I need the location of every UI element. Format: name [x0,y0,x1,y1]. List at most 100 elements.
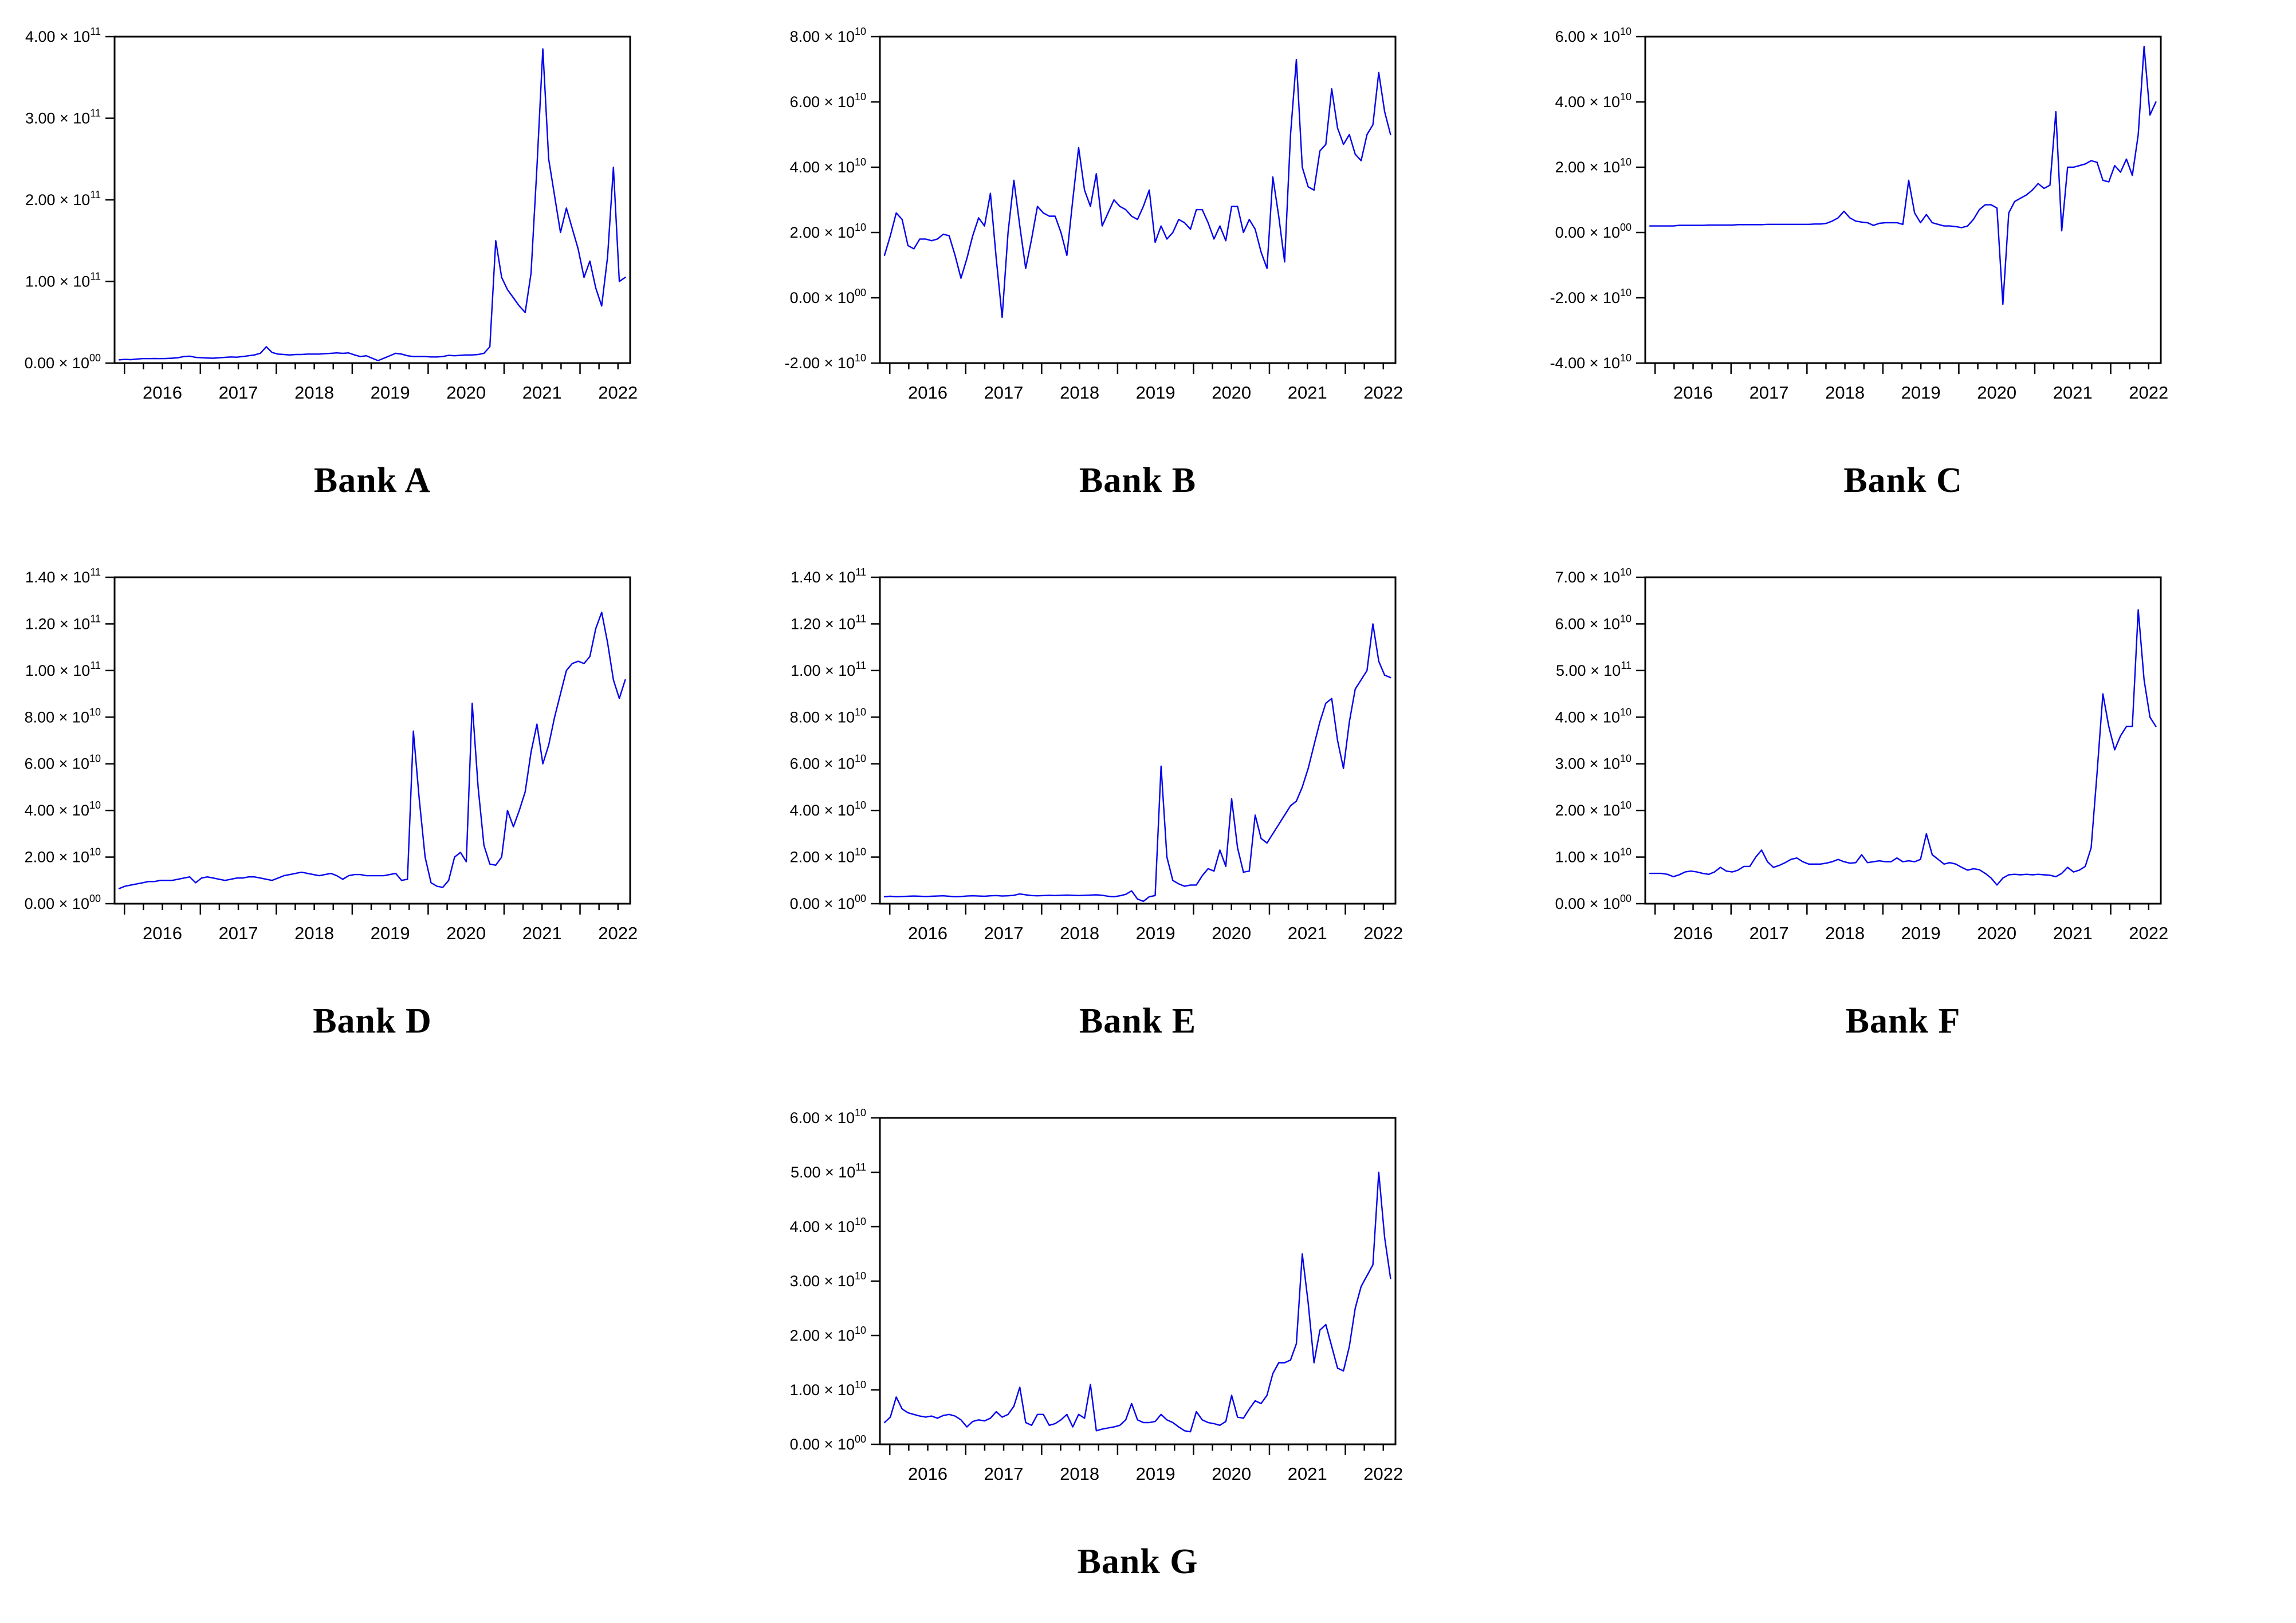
svg-text:4.00 × 1010: 4.00 × 1010 [790,156,866,176]
bank-g-title: Bank G [1077,1542,1198,1581]
chart-bank-g: 0.00 × 1000 1.00 × 1010 2.00 × 1010 3.00 × … [765,1081,1531,1622]
svg-text:2018: 2018 [1060,923,1099,943]
bank-a-plot: 0.00 × 1000 1.00 × 1011 2.00 × 1011 3.00 × … [0,0,765,435]
svg-text:2018: 2018 [294,923,334,943]
svg-text:2018: 2018 [1060,1464,1099,1484]
svg-text:2019: 2019 [1136,923,1175,943]
svg-text:1.00 × 1010: 1.00 × 1010 [790,1379,866,1399]
svg-text:2021: 2021 [2053,383,2093,403]
svg-text:1.40 × 1011: 1.40 × 1011 [791,566,866,586]
svg-text:2020: 2020 [446,923,486,943]
svg-text:2022: 2022 [2129,923,2168,943]
svg-text:6.00 × 1010: 6.00 × 1010 [790,753,866,773]
svg-text:0.00 × 1000: 0.00 × 1000 [790,287,866,306]
svg-text:2021: 2021 [522,383,562,403]
chart-bank-c: -4.00 × 1010 -2.00 × 1010 0.00 × 1000 2.00 … [1531,0,2296,541]
svg-text:0.00 × 1000: 0.00 × 1000 [1555,222,1631,241]
svg-text:2017: 2017 [1749,923,1789,943]
bank-b-title: Bank B [1079,461,1197,500]
svg-text:0.00 × 1000: 0.00 × 1000 [1555,893,1631,912]
bank-f-title: Bank F [1845,1002,1961,1041]
svg-text:3.00 × 1010: 3.00 × 1010 [1555,753,1631,773]
svg-text:6.00 × 1010: 6.00 × 1010 [790,1107,866,1126]
svg-text:2021: 2021 [1288,383,1327,403]
svg-text:2.00 × 1010: 2.00 × 1010 [790,846,866,866]
svg-text:2022: 2022 [1363,1464,1403,1484]
svg-text:2020: 2020 [1977,923,2016,943]
svg-text:1.00 × 1010: 1.00 × 1010 [1555,846,1631,866]
svg-text:2020: 2020 [446,383,486,403]
svg-text:1.00 × 1011: 1.00 × 1011 [25,271,101,290]
svg-text:0.00 × 1000: 0.00 × 1000 [25,352,101,372]
svg-text:2022: 2022 [598,383,638,403]
svg-text:0.00 × 1000: 0.00 × 1000 [790,1433,866,1453]
chart-bank-a: 0.00 × 1000 1.00 × 1011 2.00 × 1011 3.00 × … [0,0,765,541]
svg-text:4.00 × 1010: 4.00 × 1010 [790,1216,866,1235]
svg-text:2.00 × 1010: 2.00 × 1010 [1555,156,1631,176]
svg-text:0.00 × 1000: 0.00 × 1000 [790,893,866,912]
svg-text:2019: 2019 [371,923,410,943]
svg-text:7.00 × 1010: 7.00 × 1010 [1555,566,1631,586]
svg-text:2016: 2016 [908,383,948,403]
chart-bank-f: 0.00 × 1000 1.00 × 1010 2.00 × 1010 3.00 × … [1531,541,2296,1081]
svg-text:2020: 2020 [1977,383,2016,403]
svg-text:3.00 × 1011: 3.00 × 1011 [25,108,101,127]
svg-text:0.00 × 1000: 0.00 × 1000 [25,893,101,912]
svg-text:2019: 2019 [1136,383,1175,403]
svg-text:2019: 2019 [371,383,410,403]
svg-text:2016: 2016 [143,923,182,943]
svg-text:1.00 × 1011: 1.00 × 1011 [791,660,866,679]
bank-d-title: Bank D [313,1002,432,1041]
svg-text:2022: 2022 [598,923,638,943]
svg-text:5.00 × 1011: 5.00 × 1011 [791,1161,866,1181]
svg-text:2.00 × 1010: 2.00 × 1010 [1555,799,1631,819]
svg-text:-2.00 × 1010: -2.00 × 1010 [1550,287,1631,306]
svg-text:2022: 2022 [1363,383,1403,403]
svg-text:2017: 2017 [984,923,1024,943]
svg-text:6.00 × 1010: 6.00 × 1010 [790,91,866,111]
chart-bank-b: -2.00 × 1010 0.00 × 1000 2.00 × 1010 4.00 ×… [765,0,1531,541]
svg-text:2018: 2018 [1825,923,1865,943]
svg-text:-2.00 × 1010: -2.00 × 1010 [785,352,866,372]
svg-text:2017: 2017 [1749,383,1789,403]
bank-d-plot: 0.00 × 1000 2.00 × 1010 4.00 × 1010 6.00 × … [0,541,765,976]
bank-g-plot: 0.00 × 1000 1.00 × 1010 2.00 × 1010 3.00 × … [765,1081,1531,1516]
svg-text:4.00 × 1010: 4.00 × 1010 [1555,91,1631,111]
svg-text:1.20 × 1011: 1.20 × 1011 [25,613,101,632]
bank-b-plot: -2.00 × 1010 0.00 × 1000 2.00 × 1010 4.00 ×… [765,0,1531,435]
svg-text:2021: 2021 [2053,923,2093,943]
svg-text:4.00 × 1010: 4.00 × 1010 [790,799,866,819]
svg-text:2021: 2021 [1288,1464,1327,1484]
svg-text:2022: 2022 [1363,923,1403,943]
svg-text:2021: 2021 [522,923,562,943]
svg-text:2021: 2021 [1288,923,1327,943]
svg-text:4.00 × 1010: 4.00 × 1010 [1555,706,1631,726]
svg-text:2016: 2016 [908,923,948,943]
svg-text:-4.00 × 1010: -4.00 × 1010 [1550,352,1631,372]
svg-text:8.00 × 1010: 8.00 × 1010 [790,706,866,726]
svg-text:2018: 2018 [1060,383,1099,403]
svg-text:2.00 × 1011: 2.00 × 1011 [25,189,101,208]
bank-a-title: Bank A [313,461,431,500]
svg-text:2019: 2019 [1901,923,1941,943]
bank-c-plot: -4.00 × 1010 -2.00 × 1010 0.00 × 1000 2.00 … [1531,0,2296,435]
bank-e-plot: 0.00 × 1000 2.00 × 1010 4.00 × 1010 6.00 × … [765,541,1531,976]
svg-text:2.00 × 1010: 2.00 × 1010 [790,1325,866,1344]
bank-c-title: Bank C [1843,461,1963,500]
bank-f-plot: 0.00 × 1000 1.00 × 1010 2.00 × 1010 3.00 × … [1531,541,2296,976]
svg-text:2017: 2017 [219,923,258,943]
svg-text:3.00 × 1010: 3.00 × 1010 [790,1270,866,1290]
svg-text:2.00 × 1010: 2.00 × 1010 [25,846,101,866]
svg-text:2020: 2020 [1212,923,1251,943]
svg-text:2017: 2017 [984,383,1024,403]
svg-text:1.20 × 1011: 1.20 × 1011 [791,613,866,632]
svg-text:2020: 2020 [1212,1464,1251,1484]
svg-text:2016: 2016 [143,383,182,403]
bank-e-title: Bank E [1079,1002,1197,1041]
svg-text:6.00 × 1010: 6.00 × 1010 [1555,613,1631,632]
svg-text:6.00 × 1010: 6.00 × 1010 [1555,26,1631,45]
svg-text:5.00 × 1011: 5.00 × 1011 [1556,660,1631,679]
svg-text:1.00 × 1011: 1.00 × 1011 [25,660,101,679]
svg-text:8.00 × 1010: 8.00 × 1010 [25,706,101,726]
